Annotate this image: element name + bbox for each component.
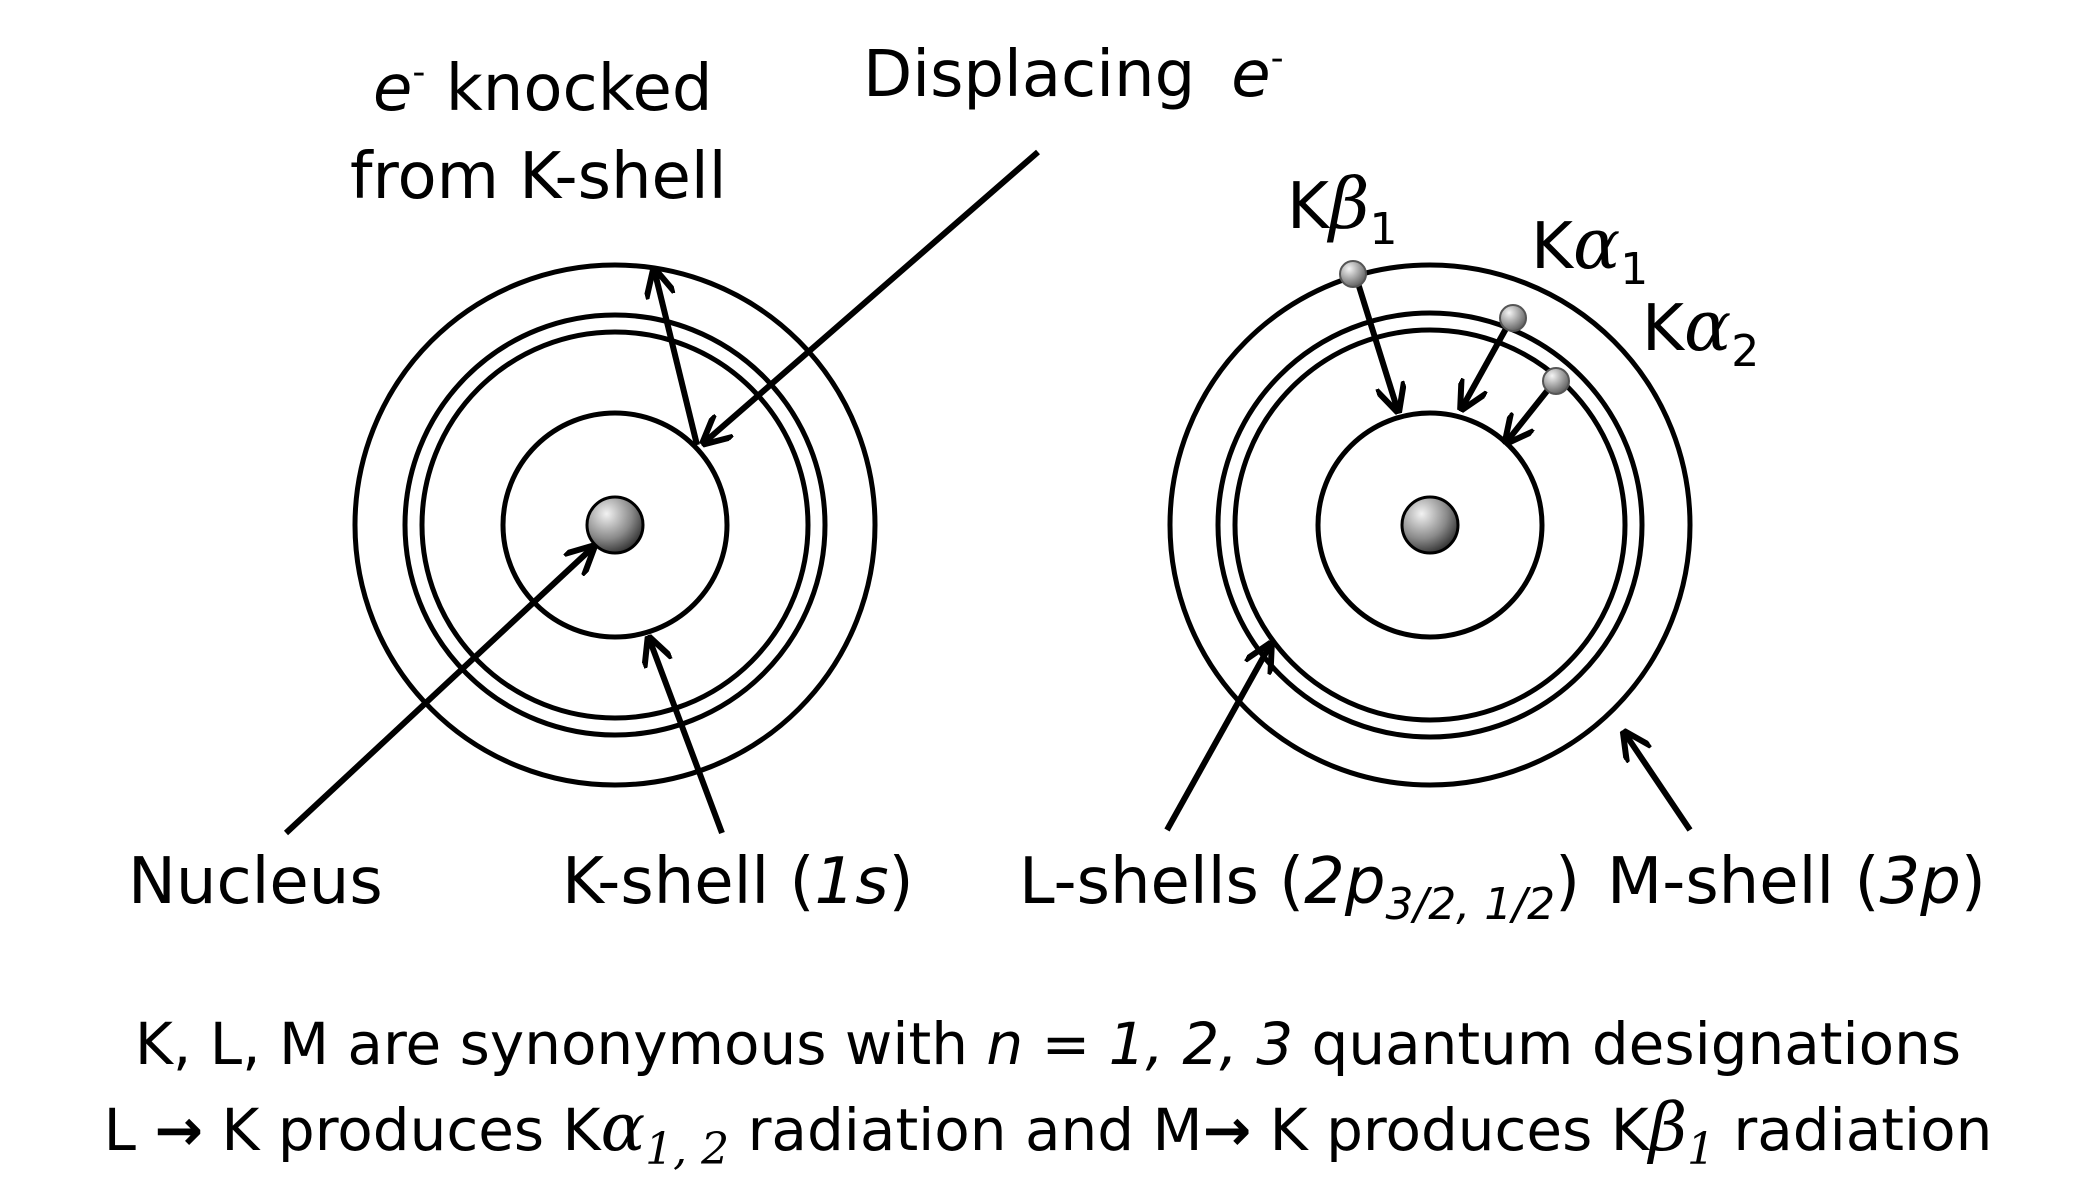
nucleus-label: Nucleus [128,845,383,919]
right-k-shell [1315,410,1545,640]
displacing-label: Displacing e- [863,38,1284,112]
left-atom [283,149,1040,836]
caption-line1: K, L, M are synonymous with n = 1, 2, 3 … [135,1010,1961,1078]
k-alpha2-electron [1542,367,1570,395]
l-shells-pointer-arrow [1164,647,1269,832]
k-alpha1-transition-arrow [1463,323,1511,406]
right-m-shell [1167,262,1693,788]
knocked-label-line2: from K-shell [350,140,726,214]
knocked-label-line1: e- knocked [373,52,712,126]
left-nucleus [585,495,645,555]
l-shells-label: L-shells (2p3/2, 1/2) [1019,845,1580,930]
m-shell-pointer-arrow [1626,735,1693,832]
k-shell-label: K-shell (1s) [562,845,914,919]
left-m-shell [352,262,878,788]
k-beta1-label: Kβ1 [1287,163,1397,255]
k-alpha2-label: Kα2 [1642,285,1759,377]
left-l-shell-inner [419,329,811,721]
right-nucleus [1400,495,1460,555]
k-beta1-electron [1339,260,1367,288]
right-l-shell-outer [1215,310,1645,740]
knocked-electron-arrow [655,273,700,446]
k-alpha1-electron [1499,304,1527,332]
caption-line2: L → K produces Kα1, 2 radiation and M→ K… [104,1089,1993,1172]
k-beta1-transition-arrow [1354,279,1397,408]
left-l-shell-outer [402,312,828,738]
displacing-electron-arrow [706,149,1040,441]
left-k-shell [500,410,730,640]
k-shell-pointer-arrow [650,641,725,835]
right-l-shell-inner [1232,327,1628,723]
k-alpha2-transition-arrow [1508,384,1554,440]
m-shell-label: M-shell (3p) [1607,845,1986,919]
nucleus-pointer-arrow [283,549,591,836]
k-alpha1-label: Kα1 [1531,203,1648,295]
right-atom [1164,260,1693,832]
